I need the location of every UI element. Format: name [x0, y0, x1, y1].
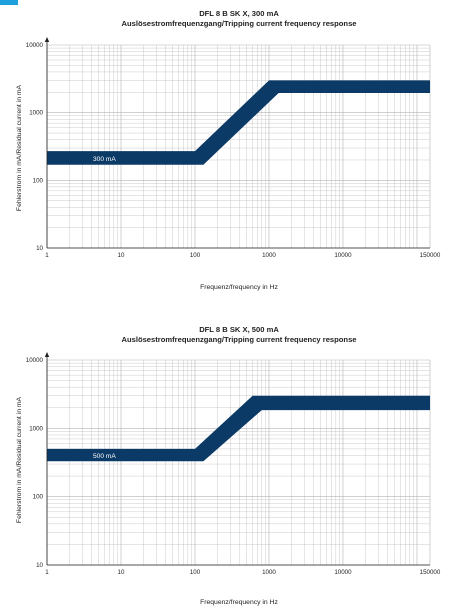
chart2-x-ticks: 1 10 100 1000 10000 150000 — [45, 569, 441, 576]
chart1-y-ticks: 10 100 1000 10000 — [26, 42, 44, 252]
y-axis-arrow — [44, 352, 50, 357]
chart1-x-ticks: 1 10 100 1000 10000 150000 — [45, 252, 441, 259]
y-tick-label: 1000 — [29, 110, 43, 117]
y-tick-label: 1000 — [29, 425, 43, 432]
chart-300ma: DFL 8 B SK X, 300 mA Auslösestromfrequen… — [16, 9, 441, 291]
chart-500ma: DFL 8 B SK X, 500 mA Auslösestromfrequen… — [16, 325, 441, 606]
y-tick-label: 10 — [36, 562, 43, 569]
chart2-subtitle: Auslösestromfrequenzgang/Tripping curren… — [121, 335, 356, 344]
x-tick-label: 1 — [45, 252, 49, 259]
x-tick-label: 10000 — [334, 569, 352, 576]
x-tick-label: 100 — [190, 569, 201, 576]
chart1-band-label: 300 mA — [93, 156, 116, 163]
x-tick-label: 150000 — [420, 252, 441, 259]
chart1-subtitle: Auslösestromfrequenzgang/Tripping curren… — [121, 19, 356, 28]
chart1-grid — [46, 44, 431, 249]
y-axis-arrow — [44, 37, 50, 42]
x-tick-label: 150000 — [420, 569, 441, 576]
chart1-band — [47, 80, 430, 165]
chart2-axes — [44, 352, 430, 566]
x-tick-label: 10000 — [334, 252, 352, 259]
chart1-title: DFL 8 B SK X, 300 mA — [199, 9, 279, 18]
chart2-band — [47, 395, 430, 462]
chart2-title: DFL 8 B SK X, 500 mA — [199, 325, 279, 334]
x-tick-label: 1 — [45, 569, 49, 576]
y-tick-label: 100 — [33, 494, 44, 501]
y-tick-label: 10000 — [26, 357, 44, 364]
x-tick-label: 1000 — [262, 252, 276, 259]
y-tick-label: 10 — [36, 245, 43, 252]
chart2-band-label: 500 mA — [93, 453, 116, 460]
chart2-x-label: Frequenz/frequency in Hz — [200, 599, 278, 606]
brand-accent-mark — [0, 0, 18, 5]
chart2-y-label: Fehlerstrom in mA/Residual current in mA — [16, 396, 23, 523]
x-tick-label: 10 — [118, 252, 125, 259]
x-tick-label: 1000 — [262, 569, 276, 576]
y-tick-label: 10000 — [26, 42, 44, 49]
x-tick-label: 100 — [190, 252, 201, 259]
chart1-axes — [44, 37, 430, 249]
y-tick-label: 100 — [33, 177, 44, 184]
chart1-y-label: Fehlerstrom in mA/Residual current in mA — [16, 84, 23, 211]
chart1-x-label: Frequenz/frequency in Hz — [200, 284, 278, 291]
x-tick-label: 10 — [118, 569, 125, 576]
chart2-y-ticks: 10 100 1000 10000 — [26, 357, 44, 569]
chart2-grid — [46, 359, 431, 566]
